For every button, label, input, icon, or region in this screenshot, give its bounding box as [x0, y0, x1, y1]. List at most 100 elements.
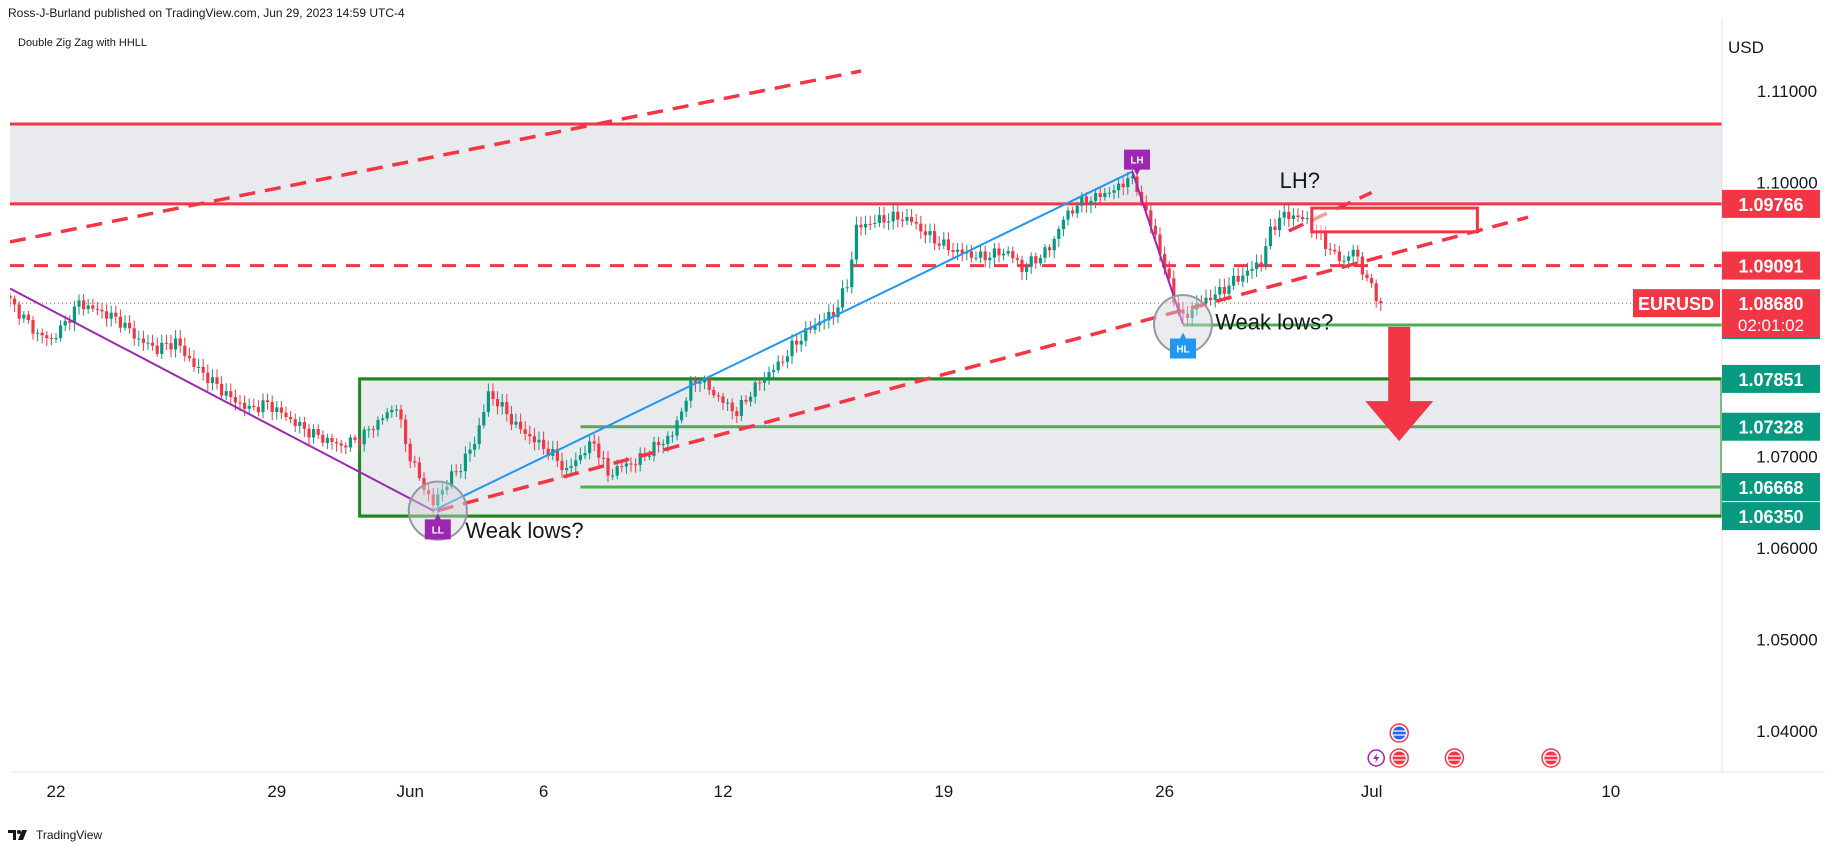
candle[interactable]: [1011, 246, 1015, 264]
candle[interactable]: [224, 383, 228, 401]
candle[interactable]: [49, 333, 53, 346]
candle[interactable]: [1061, 216, 1065, 237]
candle[interactable]: [1301, 210, 1305, 222]
candle[interactable]: [1126, 171, 1130, 195]
candle[interactable]: [289, 411, 293, 424]
candle[interactable]: [164, 334, 168, 351]
candle[interactable]: [270, 395, 274, 421]
candle[interactable]: [477, 417, 481, 450]
candle[interactable]: [36, 328, 40, 342]
candle[interactable]: [459, 464, 463, 479]
candle[interactable]: [749, 391, 753, 407]
price-axis[interactable]: 1.11000 1.10000 1.07000 1.06000 1.05000 1.040…: [1756, 82, 1817, 741]
candle[interactable]: [588, 433, 592, 460]
candle[interactable]: [611, 468, 615, 480]
candle[interactable]: [26, 310, 30, 324]
candle[interactable]: [657, 436, 661, 453]
candle[interactable]: [72, 300, 76, 332]
candle[interactable]: [841, 280, 845, 312]
flash-icon[interactable]: [1367, 749, 1385, 767]
candle[interactable]: [873, 214, 877, 228]
candle[interactable]: [215, 369, 219, 390]
candle[interactable]: [284, 406, 288, 421]
candle[interactable]: [1057, 225, 1061, 248]
candle[interactable]: [1002, 248, 1006, 261]
candle[interactable]: [91, 298, 95, 312]
candle[interactable]: [353, 434, 357, 444]
price-tag[interactable]: 1.09766: [1722, 189, 1820, 218]
candle[interactable]: [1337, 245, 1341, 266]
candle[interactable]: [390, 405, 394, 418]
candle[interactable]: [891, 203, 895, 230]
candle[interactable]: [882, 206, 886, 229]
candle[interactable]: [983, 245, 987, 268]
candle[interactable]: [123, 315, 127, 331]
candle[interactable]: [974, 251, 978, 261]
candle[interactable]: [1213, 286, 1217, 308]
candle[interactable]: [555, 440, 559, 468]
candle[interactable]: [1084, 192, 1088, 213]
candle[interactable]: [1365, 270, 1369, 282]
candle[interactable]: [546, 440, 550, 460]
candle[interactable]: [132, 320, 136, 346]
candle[interactable]: [799, 333, 803, 352]
candle[interactable]: [1360, 251, 1364, 281]
time-axis[interactable]: 22 29 Jun 6 12 19 26 Jul 10: [47, 782, 1621, 801]
candle[interactable]: [1296, 208, 1300, 223]
candle[interactable]: [537, 431, 541, 450]
candle[interactable]: [45, 330, 49, 346]
candle[interactable]: [335, 438, 339, 452]
candle[interactable]: [583, 445, 587, 460]
candle[interactable]: [638, 447, 642, 472]
candle[interactable]: [371, 425, 375, 438]
candle[interactable]: [155, 337, 159, 357]
candle[interactable]: [795, 333, 799, 353]
candle[interactable]: [887, 213, 891, 231]
candle[interactable]: [1209, 289, 1213, 306]
candle[interactable]: [859, 216, 863, 236]
candle[interactable]: [923, 223, 927, 244]
candle[interactable]: [431, 488, 435, 514]
candle[interactable]: [712, 386, 716, 399]
candle[interactable]: [31, 316, 35, 340]
candle[interactable]: [367, 425, 371, 438]
price-tag[interactable]: 1.06668: [1722, 473, 1820, 502]
candle[interactable]: [201, 358, 205, 381]
candle[interactable]: [261, 393, 265, 419]
candle[interactable]: [95, 302, 99, 316]
candle[interactable]: [169, 334, 173, 358]
candle[interactable]: [1066, 206, 1070, 226]
candle[interactable]: [187, 347, 191, 362]
candle[interactable]: [1351, 244, 1355, 265]
us-flag-icon[interactable]: [1389, 748, 1409, 768]
candle[interactable]: [252, 398, 256, 411]
candle[interactable]: [279, 401, 283, 419]
candle[interactable]: [560, 452, 564, 478]
candle[interactable]: [178, 330, 182, 353]
candle[interactable]: [919, 215, 923, 239]
candle[interactable]: [634, 458, 638, 473]
candle[interactable]: [606, 451, 610, 482]
candle[interactable]: [1172, 270, 1176, 307]
candle[interactable]: [1264, 238, 1268, 270]
candle[interactable]: [8, 293, 12, 307]
candle[interactable]: [1259, 254, 1263, 272]
candle[interactable]: [684, 397, 688, 417]
candle[interactable]: [988, 251, 992, 269]
candle[interactable]: [82, 294, 86, 316]
candle[interactable]: [1273, 218, 1277, 236]
trendline-2[interactable]: [10, 287, 434, 512]
candle[interactable]: [362, 426, 366, 452]
candle[interactable]: [1190, 301, 1194, 326]
candle[interactable]: [854, 216, 858, 268]
candle[interactable]: [716, 391, 720, 402]
candle[interactable]: [17, 301, 21, 325]
candle[interactable]: [629, 457, 633, 473]
candle[interactable]: [1020, 255, 1024, 280]
candle[interactable]: [118, 309, 122, 333]
candle[interactable]: [1333, 244, 1337, 255]
candle[interactable]: [146, 334, 150, 350]
candle[interactable]: [845, 279, 849, 293]
candle[interactable]: [1048, 244, 1052, 258]
candle[interactable]: [174, 330, 178, 358]
